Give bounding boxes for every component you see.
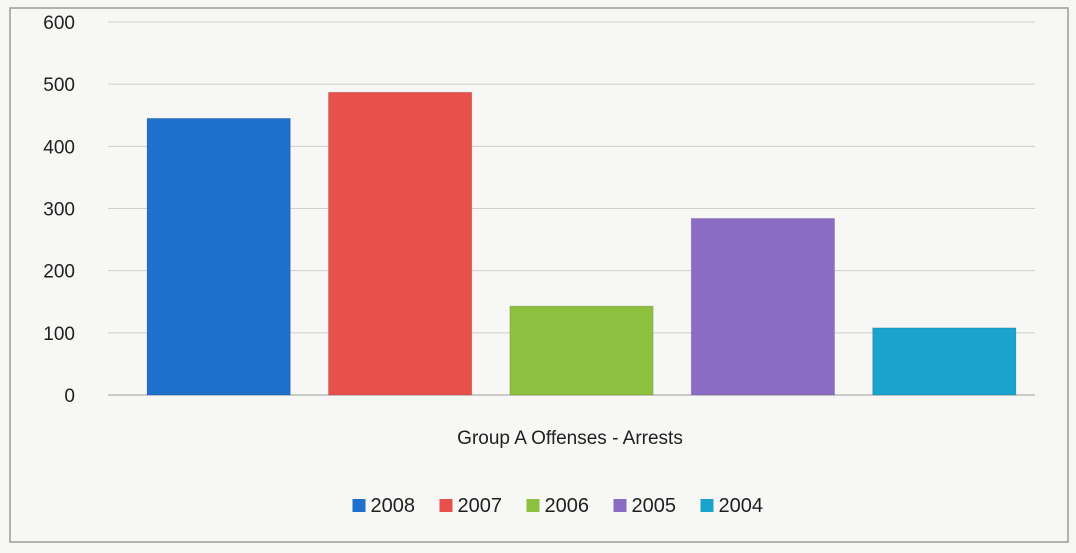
bar-2008: [146, 117, 291, 396]
y-tick-label: 300: [43, 200, 75, 221]
y-tick-label: 400: [43, 137, 75, 158]
legend-swatch: [700, 499, 714, 512]
y-tick-label: 100: [43, 324, 75, 345]
bar-2006: [509, 305, 654, 396]
legend-item-2006: 2006: [526, 495, 590, 517]
legend-item-2008: 2008: [352, 495, 416, 517]
legend-label: 2004: [719, 495, 764, 517]
legend-item-2005: 2005: [613, 495, 677, 517]
bar-2004: [872, 327, 1017, 396]
legend-label: 2007: [458, 495, 503, 517]
y-tick-label: 0: [64, 386, 75, 407]
legend-swatch: [439, 499, 453, 512]
legend-label: 2005: [632, 495, 677, 517]
legend-swatch: [526, 499, 540, 512]
y-tick-label: 500: [43, 75, 75, 96]
legend-label: 2008: [371, 495, 416, 517]
legend-label: 2006: [545, 495, 590, 517]
bar-2007: [327, 91, 473, 396]
legend-swatch: [352, 499, 366, 512]
y-tick-label: 600: [43, 13, 75, 34]
legend-swatch: [613, 499, 627, 512]
legend-item-2007: 2007: [439, 495, 503, 517]
legend: 2008 2007 2006 2005 2004: [352, 495, 764, 517]
y-tick-label: 200: [43, 262, 75, 283]
y-axis: 0 100 200 300 400 500 600: [43, 13, 75, 407]
bar-2005: [690, 217, 836, 396]
bars: [146, 91, 1017, 396]
legend-item-2004: 2004: [700, 495, 764, 517]
x-axis-label: Group A Offenses - Arrests: [457, 428, 683, 449]
